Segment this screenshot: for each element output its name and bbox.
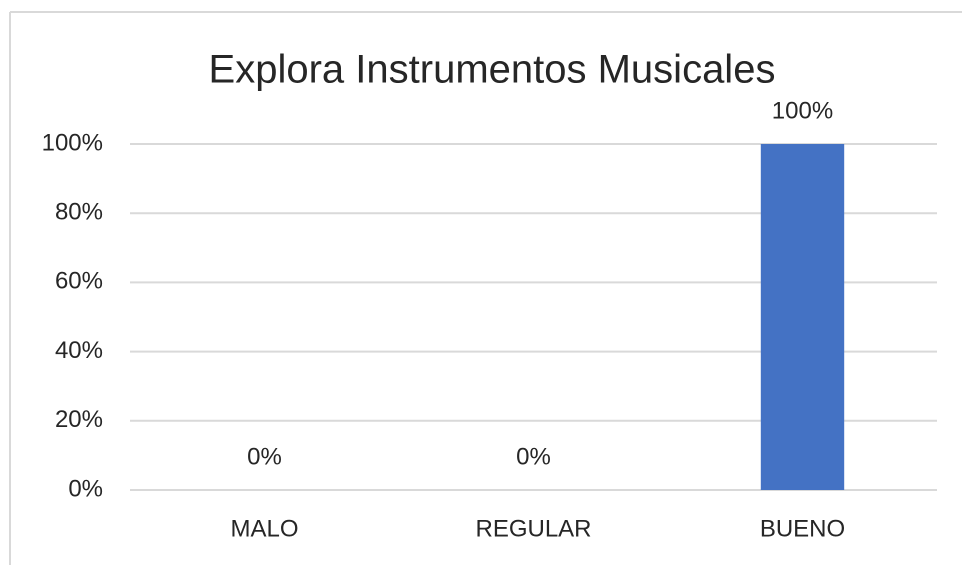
bar: [760, 144, 845, 490]
chart-title: Explora Instrumentos Musicales: [209, 48, 776, 92]
y-tick-label: 100%: [42, 129, 103, 156]
y-tick-label: 60%: [55, 268, 103, 295]
x-tick-label: MALO: [230, 515, 298, 542]
y-tick-label: 20%: [55, 406, 103, 433]
data-label: 100%: [772, 97, 833, 124]
data-label: 0%: [247, 443, 282, 470]
x-tick-label: BUENO: [760, 515, 845, 542]
y-tick-label: 40%: [55, 337, 103, 364]
y-tick-label: 80%: [55, 199, 103, 226]
y-tick-label: 0%: [68, 475, 103, 502]
x-tick-label: REGULAR: [475, 515, 591, 542]
data-label: 0%: [516, 443, 551, 470]
